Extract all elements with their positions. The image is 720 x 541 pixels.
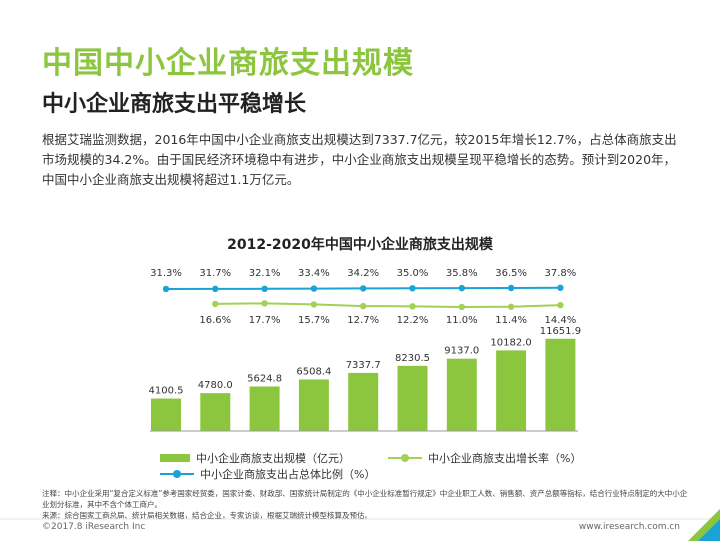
growth-label-2014: 17.7%: [249, 315, 281, 326]
legend-bar-swatch: [160, 454, 190, 462]
bar-label-2020e: 11651.9: [540, 326, 581, 337]
share-point-2017e: [409, 285, 416, 292]
footer-bar: [0, 518, 720, 520]
growth-point-2013: [212, 300, 219, 308]
bar-2017e: [397, 365, 428, 431]
share-label-2015: 33.4%: [298, 268, 330, 279]
growth-point-2017e: [409, 303, 416, 310]
share-series: 31.3% 31.7% 32.1% 33.4% 34.2% 35.0% 35.8% 36.5%…: [150, 268, 577, 293]
share-point-2016: [360, 285, 367, 292]
legend-bar: 中小企业商旅支出规模（亿元）: [160, 450, 350, 466]
growth-label-2019e: 11.4%: [495, 315, 527, 326]
bar-2020e: [545, 338, 576, 431]
share-label-2017e: 35.0%: [397, 268, 429, 279]
bar-2014: [249, 386, 280, 431]
share-point-2012: [162, 285, 170, 293]
growth-point-2014: [261, 300, 268, 307]
share-label-2012: 31.3%: [150, 268, 182, 279]
bar-2013: [200, 393, 231, 431]
bar-label-2013: 4780.0: [198, 380, 233, 391]
bar-2015: [298, 379, 329, 431]
bar-label-2017e: 8230.5: [395, 353, 430, 364]
share-label-2020e: 37.8%: [545, 268, 577, 279]
growth-point-2018e: [458, 303, 465, 311]
growth-label-2016: 12.7%: [347, 315, 379, 326]
legend-share-swatch: [160, 470, 194, 478]
share-label-2018e: 35.8%: [446, 268, 478, 279]
growth-point-2019e: [507, 303, 515, 310]
share-label-2019e: 36.5%: [495, 268, 527, 279]
intro-paragraph: 根据艾瑞监测数据，2016年中国中小企业商旅支出规模达到7337.7亿元，较20…: [42, 132, 677, 187]
footnote-source: 来源：综合国家工商总局、统计局相关数据，结合企业，专家访谈，根据艾瑞统计模型核算…: [42, 511, 372, 520]
footnote: 注释：中小企业采用“复合定义标准”参考国家经贸委，国家计委、财政部、国家统计局制…: [42, 488, 692, 521]
share-point-2014: [261, 285, 268, 293]
share-label-2014: 32.1%: [249, 268, 281, 279]
legend-share: 中小企业商旅支出占总体比例（%）: [160, 466, 375, 482]
bar-label-2018e: 9137.0: [444, 346, 479, 357]
bar-2019e: [496, 350, 527, 431]
bar-2012: [151, 398, 181, 431]
bar-series: 4100.5 4780.0 5624.8 6508.4 7337.7 8230.5 9137…: [149, 326, 581, 431]
copyright: ©2017.8 iResearch Inc: [42, 522, 146, 532]
share-point-2015: [310, 285, 318, 292]
growth-label-2020e: 14.4%: [545, 315, 577, 326]
growth-point-2016: [360, 302, 367, 310]
bar-label-2019e: 10182.0: [490, 337, 531, 348]
legend-growth-swatch: [388, 454, 422, 462]
growth-point-2020e: [557, 301, 564, 309]
growth-label-2015: 15.7%: [298, 315, 330, 326]
share-label-2016: 34.2%: [347, 268, 379, 279]
legend-bar-label: 中小企业商旅支出规模（亿元）: [196, 452, 350, 465]
brand-corner-icon: [688, 509, 720, 541]
bar-2016: [348, 372, 379, 431]
bar-label-2015: 6508.4: [296, 366, 331, 377]
bar-2018e: [446, 358, 477, 431]
legend-growth: 中小企业商旅支出增长率（%）: [388, 450, 581, 466]
bar-label-2016: 7337.7: [346, 360, 381, 371]
growth-line: [215, 302, 561, 309]
share-point-2020e: [557, 284, 564, 291]
share-point-2018e: [458, 284, 465, 292]
growth-label-2018e: 11.0%: [446, 315, 478, 326]
growth-series: 16.6% 17.7% 15.7% 12.7% 12.2% 11.0% 11.4% 14.4%: [199, 300, 576, 326]
share-point-2013: [212, 285, 219, 293]
growth-point-2015: [310, 301, 318, 308]
growth-label-2017e: 12.2%: [397, 315, 429, 326]
growth-label-2013: 16.6%: [199, 315, 231, 326]
footnote-note: 注释：中小企业采用“复合定义标准”参考国家经贸委，国家计委、财政部、国家统计局制…: [42, 489, 688, 509]
page-title: 中国中小企业商旅支出规模: [42, 46, 414, 81]
page-subtitle: 中小企业商旅支出平稳增长: [42, 92, 307, 117]
bar-label-2014: 5624.8: [247, 373, 282, 384]
bar-label-2012: 4100.5: [149, 386, 184, 397]
share-label-2013: 31.7%: [199, 268, 231, 279]
chart-canvas: 31.3% 31.7% 32.1% 33.4% 34.2% 35.0% 35.8% 36.5%…: [149, 268, 581, 432]
legend-share-label: 中小企业商旅支出占总体比例（%）: [200, 468, 376, 481]
legend-growth-label: 中小企业商旅支出增长率（%）: [428, 452, 582, 465]
share-point-2019e: [507, 284, 515, 292]
website-link[interactable]: www.iresearch.com.cn: [578, 522, 680, 532]
chart-title: 2012-2020年中国中小企业商旅支出规模: [227, 237, 493, 253]
